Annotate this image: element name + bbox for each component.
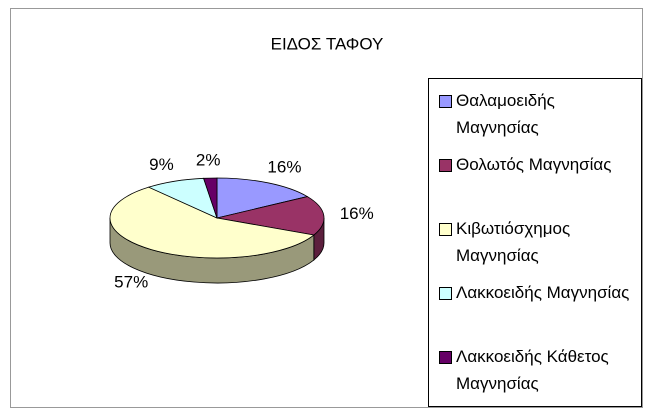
legend-label: Θολωτός Μαγνησίας	[456, 155, 612, 174]
slice	[203, 177, 218, 219]
legend: Θαλαμοειδής Μαγνησίας Θολωτός Μαγνησίας Κι…	[428, 78, 642, 407]
legend-swatch	[439, 351, 452, 364]
slice	[216, 196, 325, 236]
legend-swatch	[439, 95, 452, 108]
legend-swatch	[439, 223, 452, 236]
legend-entry: Θαλαμοειδής Μαγνησίας	[439, 87, 635, 151]
legend-label: Λακκοειδής Μαγνησίας	[456, 283, 630, 302]
legend-entry: Θολωτός Μαγνησίας	[439, 151, 635, 215]
legend-label: Θαλαμοειδής Μαγνησίας	[456, 91, 555, 137]
legend-swatch	[439, 159, 452, 172]
legend-label: Λακκοειδής Κάθετος Μαγνησίας	[456, 347, 609, 393]
data-label: 16%	[340, 204, 374, 223]
data-label: 16%	[267, 158, 301, 177]
data-label: 2%	[196, 151, 221, 170]
legend-entry: Κιβωτιόσχημος Μαγνησίας	[439, 215, 635, 279]
legend-entry: Λακκοειδής Κάθετος Μαγνησίας	[439, 343, 635, 407]
legend-entry: Λακκοειδής Μαγνησίας	[439, 279, 635, 343]
slice	[109, 186, 315, 259]
chart-title: ΕΙΔΟΣ ΤΑΦΟΥ	[271, 34, 384, 53]
slice	[216, 177, 309, 219]
legend-swatch	[439, 287, 452, 300]
legend-label: Κιβωτιόσχημος Μαγνησίας	[456, 219, 571, 265]
data-label: 9%	[149, 155, 174, 174]
data-label: 57%	[114, 272, 148, 291]
